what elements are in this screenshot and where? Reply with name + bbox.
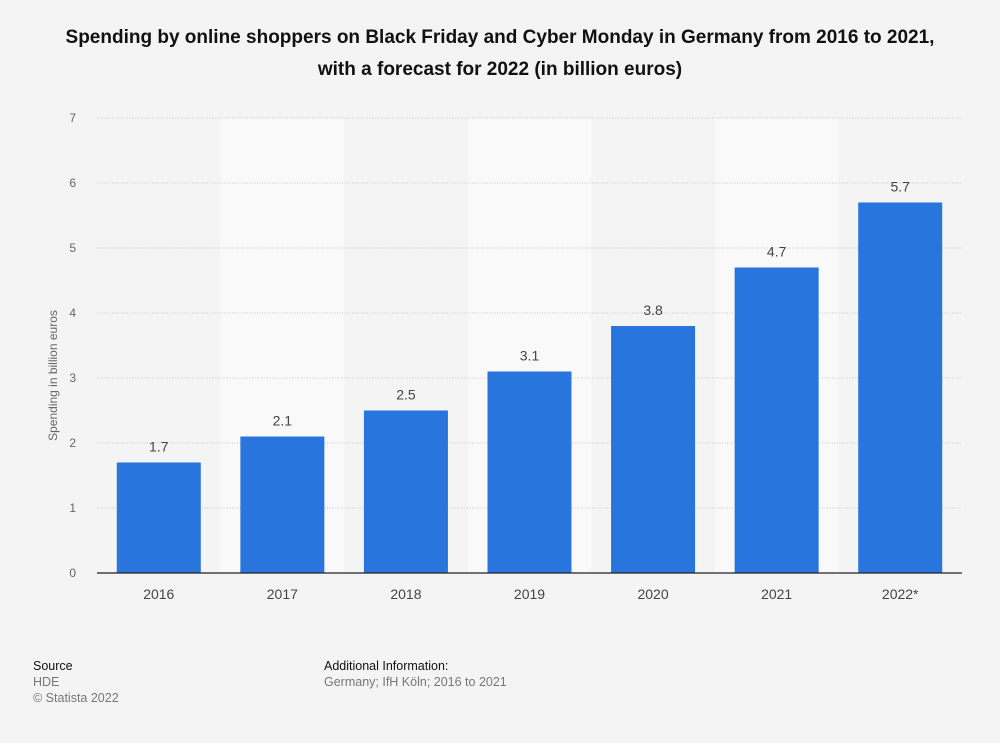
source-block: Source HDE © Statista 2022 [33, 658, 119, 706]
copyright: © Statista 2022 [33, 691, 119, 705]
x-tick-label: 2018 [390, 586, 421, 602]
data-label: 4.7 [767, 244, 787, 260]
data-label: 5.7 [890, 179, 910, 195]
y-tick-label: 5 [69, 241, 76, 255]
y-tick-label: 0 [69, 566, 76, 580]
y-tick-label: 6 [69, 176, 76, 190]
data-label: 3.8 [643, 302, 663, 318]
bar [487, 371, 572, 573]
bar [858, 202, 943, 573]
bar [611, 326, 696, 573]
x-tick-label: 2017 [267, 586, 298, 602]
additional-info-value: Germany; IfH Köln; 2016 to 2021 [324, 675, 507, 689]
additional-info-block: Additional Information: Germany; IfH Köl… [324, 658, 507, 690]
x-tick-label: 2019 [514, 586, 545, 602]
x-tick-label: 2022* [882, 586, 919, 602]
additional-info-heading: Additional Information: [324, 659, 449, 673]
source-value: HDE [33, 675, 60, 689]
x-tick-label: 2016 [143, 586, 174, 602]
y-tick-label: 4 [69, 306, 76, 320]
source-heading: Source [33, 659, 73, 673]
bar [116, 462, 201, 573]
y-axis-label: Spending in billion euros [46, 310, 60, 441]
bar [363, 410, 448, 573]
data-label: 1.7 [149, 439, 169, 455]
y-tick-label: 2 [69, 436, 76, 450]
chart-title: Spending by online shoppers on Black Fri… [65, 27, 935, 80]
x-tick-label: 2021 [761, 586, 792, 602]
y-tick-label: 1 [69, 501, 76, 515]
data-label: 3.1 [520, 348, 540, 364]
bar [240, 436, 325, 573]
y-tick-label: 7 [69, 111, 76, 125]
y-tick-label: 3 [69, 371, 76, 385]
data-label: 2.1 [273, 413, 293, 429]
x-tick-label: 2020 [637, 586, 668, 602]
data-label: 2.5 [396, 387, 416, 403]
bar [734, 267, 819, 573]
